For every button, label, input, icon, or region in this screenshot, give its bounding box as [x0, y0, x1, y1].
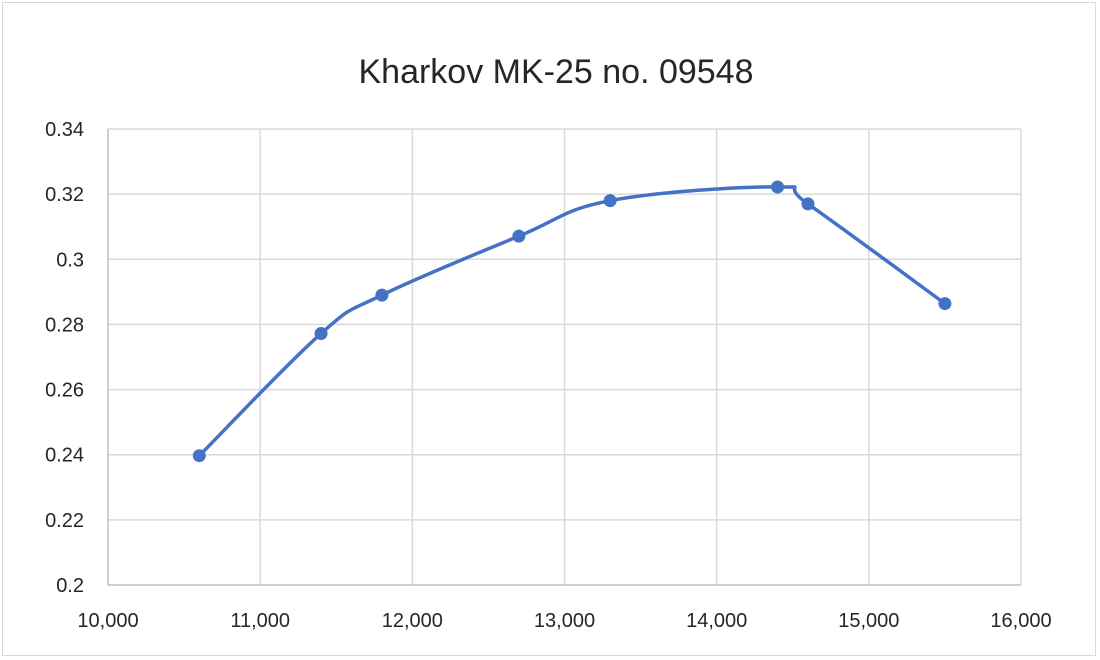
x-tick-label: 15,000 [838, 610, 899, 632]
data-point [938, 297, 952, 311]
chart-title: Kharkov MK-25 no. 09548 [358, 53, 753, 91]
x-tick-label: 14,000 [686, 610, 747, 632]
y-tick-label: 0.22 [45, 510, 84, 532]
y-tick-label: 0.2 [56, 575, 84, 597]
data-point [314, 327, 328, 341]
y-tick-label: 0.26 [45, 380, 84, 402]
axes: 0.2 0.22 0.24 0.26 0.28 0.3 0.32 0.34 10,000 11,0… [45, 119, 1052, 632]
y-tick-label: 0.3 [56, 249, 84, 271]
y-tick-label: 0.34 [45, 119, 84, 141]
x-tick-label: 12,000 [382, 610, 443, 632]
data-point [771, 180, 785, 194]
data-point [603, 194, 617, 208]
y-tick-label: 0.24 [45, 445, 84, 467]
data-point [512, 229, 526, 243]
x-tick-label: 10,000 [77, 610, 138, 632]
y-tick-label: 0.32 [45, 184, 84, 206]
data-point [375, 288, 389, 302]
x-tick-label: 13,000 [534, 610, 595, 632]
x-tick-label: 16,000 [990, 610, 1051, 632]
series-line [197, 185, 947, 458]
data-point [801, 197, 815, 211]
chart-svg: Kharkov MK-25 no. 09548 0.20.220.240.260… [45, 53, 1052, 632]
grid [108, 128, 1022, 585]
series [192, 180, 952, 463]
data-point [192, 449, 206, 463]
y-tick-label: 0.28 [45, 314, 84, 336]
x-tick-label: 11,000 [230, 610, 290, 632]
